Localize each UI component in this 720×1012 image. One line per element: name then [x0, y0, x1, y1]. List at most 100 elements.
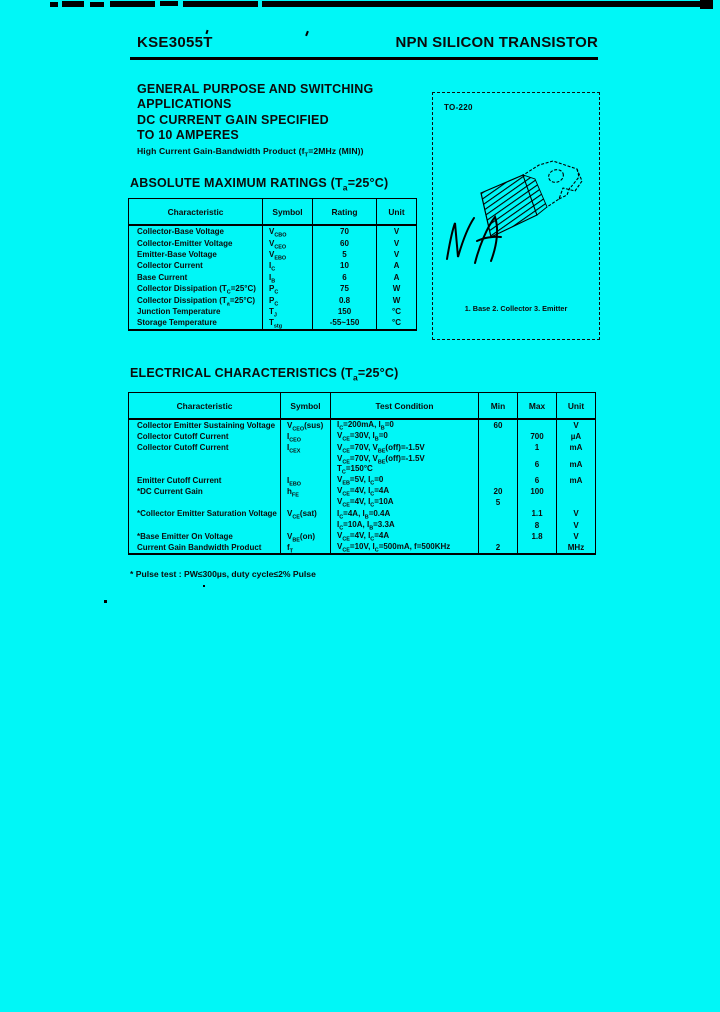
unit-cell: V — [376, 237, 417, 249]
test-condition-cell: VCE=4V, IC=4A — [330, 485, 479, 498]
symbol-cell: IC — [262, 260, 313, 272]
characteristic-cell: *Base Emitter On Voltage — [137, 531, 233, 541]
unit-cell: V — [556, 530, 596, 542]
min-cell — [478, 431, 518, 443]
electrical-header-row: Characteristic Symbol Test Condition Min Max… — [128, 392, 596, 420]
symbol-cell: VCE(sat) — [280, 508, 331, 520]
unit-cell: V — [556, 508, 596, 520]
scan-artifact — [110, 1, 155, 7]
electrical-table-body: Collector Emitter Sustaining Voltage VCEO… — [129, 419, 596, 555]
rating-cell: 0.8 — [312, 294, 377, 306]
to-220-package-sketch-icon — [451, 141, 591, 291]
unit-cell: A — [376, 260, 417, 272]
unit-cell: A — [376, 271, 417, 283]
max-cell — [517, 419, 557, 432]
max-cell — [517, 541, 557, 555]
unit-cell: °C — [376, 305, 417, 318]
unit-cell: W — [376, 294, 417, 306]
symbol-cell — [280, 497, 331, 509]
column-header-symbol: Symbol — [280, 392, 331, 420]
feature-line: APPLICATIONS — [137, 97, 232, 112]
electrical-row: *Collector Emitter Saturation Voltage VCE… — [129, 508, 596, 520]
test-condition-cell: VCE=70V, VBE(off)=-1.5V TC=150°C — [330, 453, 479, 475]
characteristic-cell: Collector Emitter Sustaining Voltage — [137, 421, 276, 431]
symbol-cell: PC — [262, 294, 313, 306]
electrical-row: VCE=4V, IC=10A 5 — [129, 497, 596, 509]
test-condition-cell: VCE=70V, VBE(off)=-1.5V — [330, 442, 479, 454]
test-condition-cell: IC=4A, IB=0.4A — [330, 508, 479, 520]
electrical-row: *Base Emitter On Voltage VBE(on) VCE=4V, I… — [129, 530, 596, 542]
column-header-max: Max — [517, 392, 557, 420]
symbol-cell: hFE — [280, 485, 331, 498]
handwritten-na-annotation — [441, 211, 511, 266]
electrical-row: Collector Cutoff Current ICEO VCE=30V, IB=… — [129, 431, 596, 443]
max-cell: 1.1 — [517, 508, 557, 520]
max-cell: 8 — [517, 519, 557, 531]
electrical-row: Collector Emitter Sustaining Voltage VCEO… — [129, 419, 596, 432]
rating-cell: 75 — [312, 282, 377, 295]
unit-cell: W — [376, 282, 417, 295]
test-condition-cell: VEB=5V, IC=0 — [330, 474, 479, 486]
electrical-row: *DC Current Gain hFE VCE=4V, IC=4A 20 100 — [129, 485, 596, 498]
scan-artifact — [90, 2, 104, 7]
electrical-row: Emitter Cutoff Current IEBO VEB=5V, IC=0 6 m… — [129, 474, 596, 486]
scan-artifact — [50, 2, 58, 7]
abs-max-row: Collector-Base Voltage VCBO 70 V — [129, 225, 417, 238]
abs-max-row: Collector Dissipation (Ta=25°C) PC 0.8 W — [129, 294, 417, 306]
characteristic-cell — [129, 497, 281, 508]
min-cell — [478, 474, 518, 486]
characteristic-cell: Junction Temperature — [137, 306, 221, 316]
rating-cell: 6 — [312, 271, 377, 283]
package-outline-box: TO-220 — [432, 92, 600, 340]
column-header-test-condition: Test Condition — [330, 392, 479, 420]
min-cell: 2 — [478, 541, 518, 555]
scan-artifact — [203, 585, 205, 587]
gain-bandwidth-note: High Current Gain-Bandwidth Product (fT=… — [137, 146, 364, 159]
test-condition-cell: VCE=4V, IC=10A — [330, 497, 479, 509]
characteristic-cell: Base Current — [137, 272, 188, 282]
characteristic-cell: Emitter-Base Voltage — [137, 249, 217, 259]
electrical-row: IC=10A, IB=3.3A 8 V — [129, 519, 596, 531]
min-cell — [478, 519, 518, 531]
abs-max-section-title: ABSOLUTE MAXIMUM RATINGS (Ta=25°C) — [130, 176, 389, 193]
electrical-row: VCE=70V, VBE(off)=-1.5V TC=150°C 6 mA — [129, 453, 596, 475]
column-header-min: Min — [478, 392, 518, 420]
min-cell: 5 — [478, 497, 518, 509]
abs-max-row: Emitter-Base Voltage VEBO 5 V — [129, 248, 417, 261]
unit-cell: °C — [376, 317, 417, 330]
min-cell: 60 — [478, 419, 518, 432]
symbol-cell: VBE(on) — [280, 530, 331, 542]
pulse-test-footnote: * Pulse test : PW≤300µs, duty cycle≤2% P… — [130, 569, 316, 579]
characteristic-cell: *Collector Emitter Saturation Voltage — [137, 509, 277, 519]
characteristic-cell: Collector Dissipation (Ta=25°C) — [137, 295, 256, 306]
unit-cell: V — [556, 419, 596, 432]
unit-cell: MHz — [556, 541, 596, 555]
unit-cell: V — [376, 248, 417, 261]
rating-cell: -55~150 — [312, 317, 377, 330]
symbol-cell: VEBO — [262, 248, 313, 261]
abs-max-row: Collector-Emitter Voltage VCEO 60 V — [129, 237, 417, 249]
max-cell: 6 — [517, 474, 557, 486]
characteristic-cell: Storage Temperature — [137, 318, 217, 328]
symbol-cell: VCBO — [262, 225, 313, 238]
pin-assignment-caption: 1. Base 2. Collector 3. Emitter — [464, 304, 568, 313]
column-header-unit: Unit — [556, 392, 596, 420]
symbol-cell: IEBO — [280, 474, 331, 486]
symbol-cell: VCEO(sus) — [280, 419, 331, 432]
test-condition-cell: VCE=10V, IC=500mA, f=500KHz — [330, 541, 479, 555]
min-cell — [478, 442, 518, 454]
rating-cell: 70 — [312, 225, 377, 238]
package-type-label: TO-220 — [444, 103, 473, 112]
test-condition-cell: VCE=30V, IB=0 — [330, 431, 479, 443]
characteristic-cell: Collector-Base Voltage — [137, 227, 224, 237]
abs-max-header-row: Characteristic Symbol Rating Unit — [128, 198, 417, 226]
electrical-section-title: ELECTRICAL CHARACTERISTICS (Ta=25°C) — [130, 366, 399, 383]
symbol-cell: VCEO — [262, 237, 313, 249]
abs-max-row: Junction Temperature TJ 150 °C — [129, 305, 417, 318]
symbol-cell: ICEO — [280, 431, 331, 443]
rating-cell: 5 — [312, 248, 377, 261]
min-cell — [478, 530, 518, 542]
scan-artifact — [62, 1, 84, 7]
characteristic-cell: Collector Current — [137, 261, 203, 271]
